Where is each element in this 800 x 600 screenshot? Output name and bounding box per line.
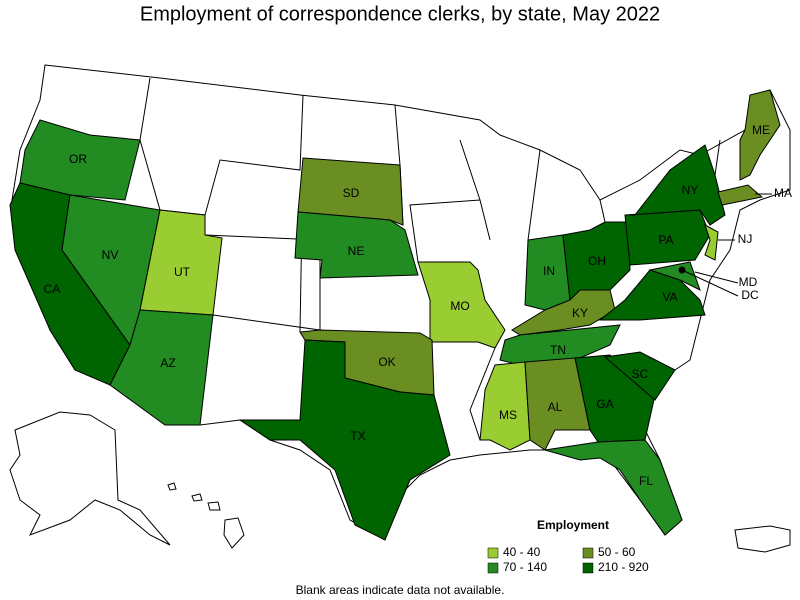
state-label: CA bbox=[44, 282, 61, 296]
state bbox=[629, 144, 726, 226]
state-label: SC bbox=[632, 367, 649, 381]
state bbox=[717, 184, 764, 206]
state bbox=[603, 351, 676, 401]
puerto-rico bbox=[734, 525, 791, 553]
state-label: MO bbox=[450, 299, 469, 313]
legend-swatch bbox=[582, 562, 594, 574]
state-label: IN bbox=[543, 264, 555, 278]
state-label: SD bbox=[343, 186, 360, 200]
state-label: KY bbox=[572, 306, 588, 320]
alaska bbox=[9, 411, 171, 546]
state-label: NY bbox=[682, 183, 699, 197]
state bbox=[297, 157, 404, 226]
state-label: VA bbox=[662, 290, 677, 304]
state-label: MS bbox=[499, 408, 517, 422]
legend-label: 40 - 40 bbox=[503, 545, 541, 559]
state-label: FL bbox=[639, 474, 653, 488]
state-label: NV bbox=[102, 248, 119, 262]
state bbox=[739, 89, 781, 181]
legend-label: 50 - 60 bbox=[598, 545, 636, 559]
legend-swatch bbox=[582, 547, 594, 559]
state-label: OK bbox=[378, 355, 395, 369]
state-label: AL bbox=[548, 400, 563, 414]
state-label: AZ bbox=[160, 356, 175, 370]
legend-title: Employment bbox=[537, 518, 609, 532]
state-label: NE bbox=[348, 244, 365, 258]
legend-label: 70 - 140 bbox=[503, 560, 547, 574]
state-label: OH bbox=[588, 254, 606, 268]
state-label: OR bbox=[69, 152, 87, 166]
state-label: GA bbox=[596, 397, 613, 411]
legend-swatch bbox=[487, 547, 499, 559]
state-label: NJ bbox=[738, 232, 753, 246]
state bbox=[294, 211, 419, 279]
map-title: Employment of correspondence clerks, by … bbox=[140, 3, 660, 25]
state bbox=[648, 261, 701, 292]
state bbox=[544, 439, 683, 536]
footnote: Blank areas indicate data not available. bbox=[296, 583, 505, 597]
state-label: TX bbox=[350, 429, 365, 443]
state bbox=[704, 223, 719, 261]
state bbox=[238, 339, 451, 541]
state-label: UT bbox=[174, 265, 191, 279]
legend-label: 210 - 920 bbox=[598, 560, 649, 574]
legend-swatch bbox=[487, 562, 499, 574]
state bbox=[19, 119, 141, 201]
hawaii bbox=[167, 482, 245, 549]
state bbox=[109, 309, 214, 426]
state-label: ME bbox=[752, 123, 770, 137]
state bbox=[598, 269, 706, 321]
state-label: TN bbox=[550, 343, 566, 357]
state-label: PA bbox=[658, 233, 673, 247]
state-label: DC bbox=[741, 288, 759, 302]
state-label: MD bbox=[739, 275, 758, 289]
state-label: MA bbox=[774, 186, 792, 200]
callouts bbox=[678, 193, 772, 297]
state bbox=[417, 261, 506, 349]
